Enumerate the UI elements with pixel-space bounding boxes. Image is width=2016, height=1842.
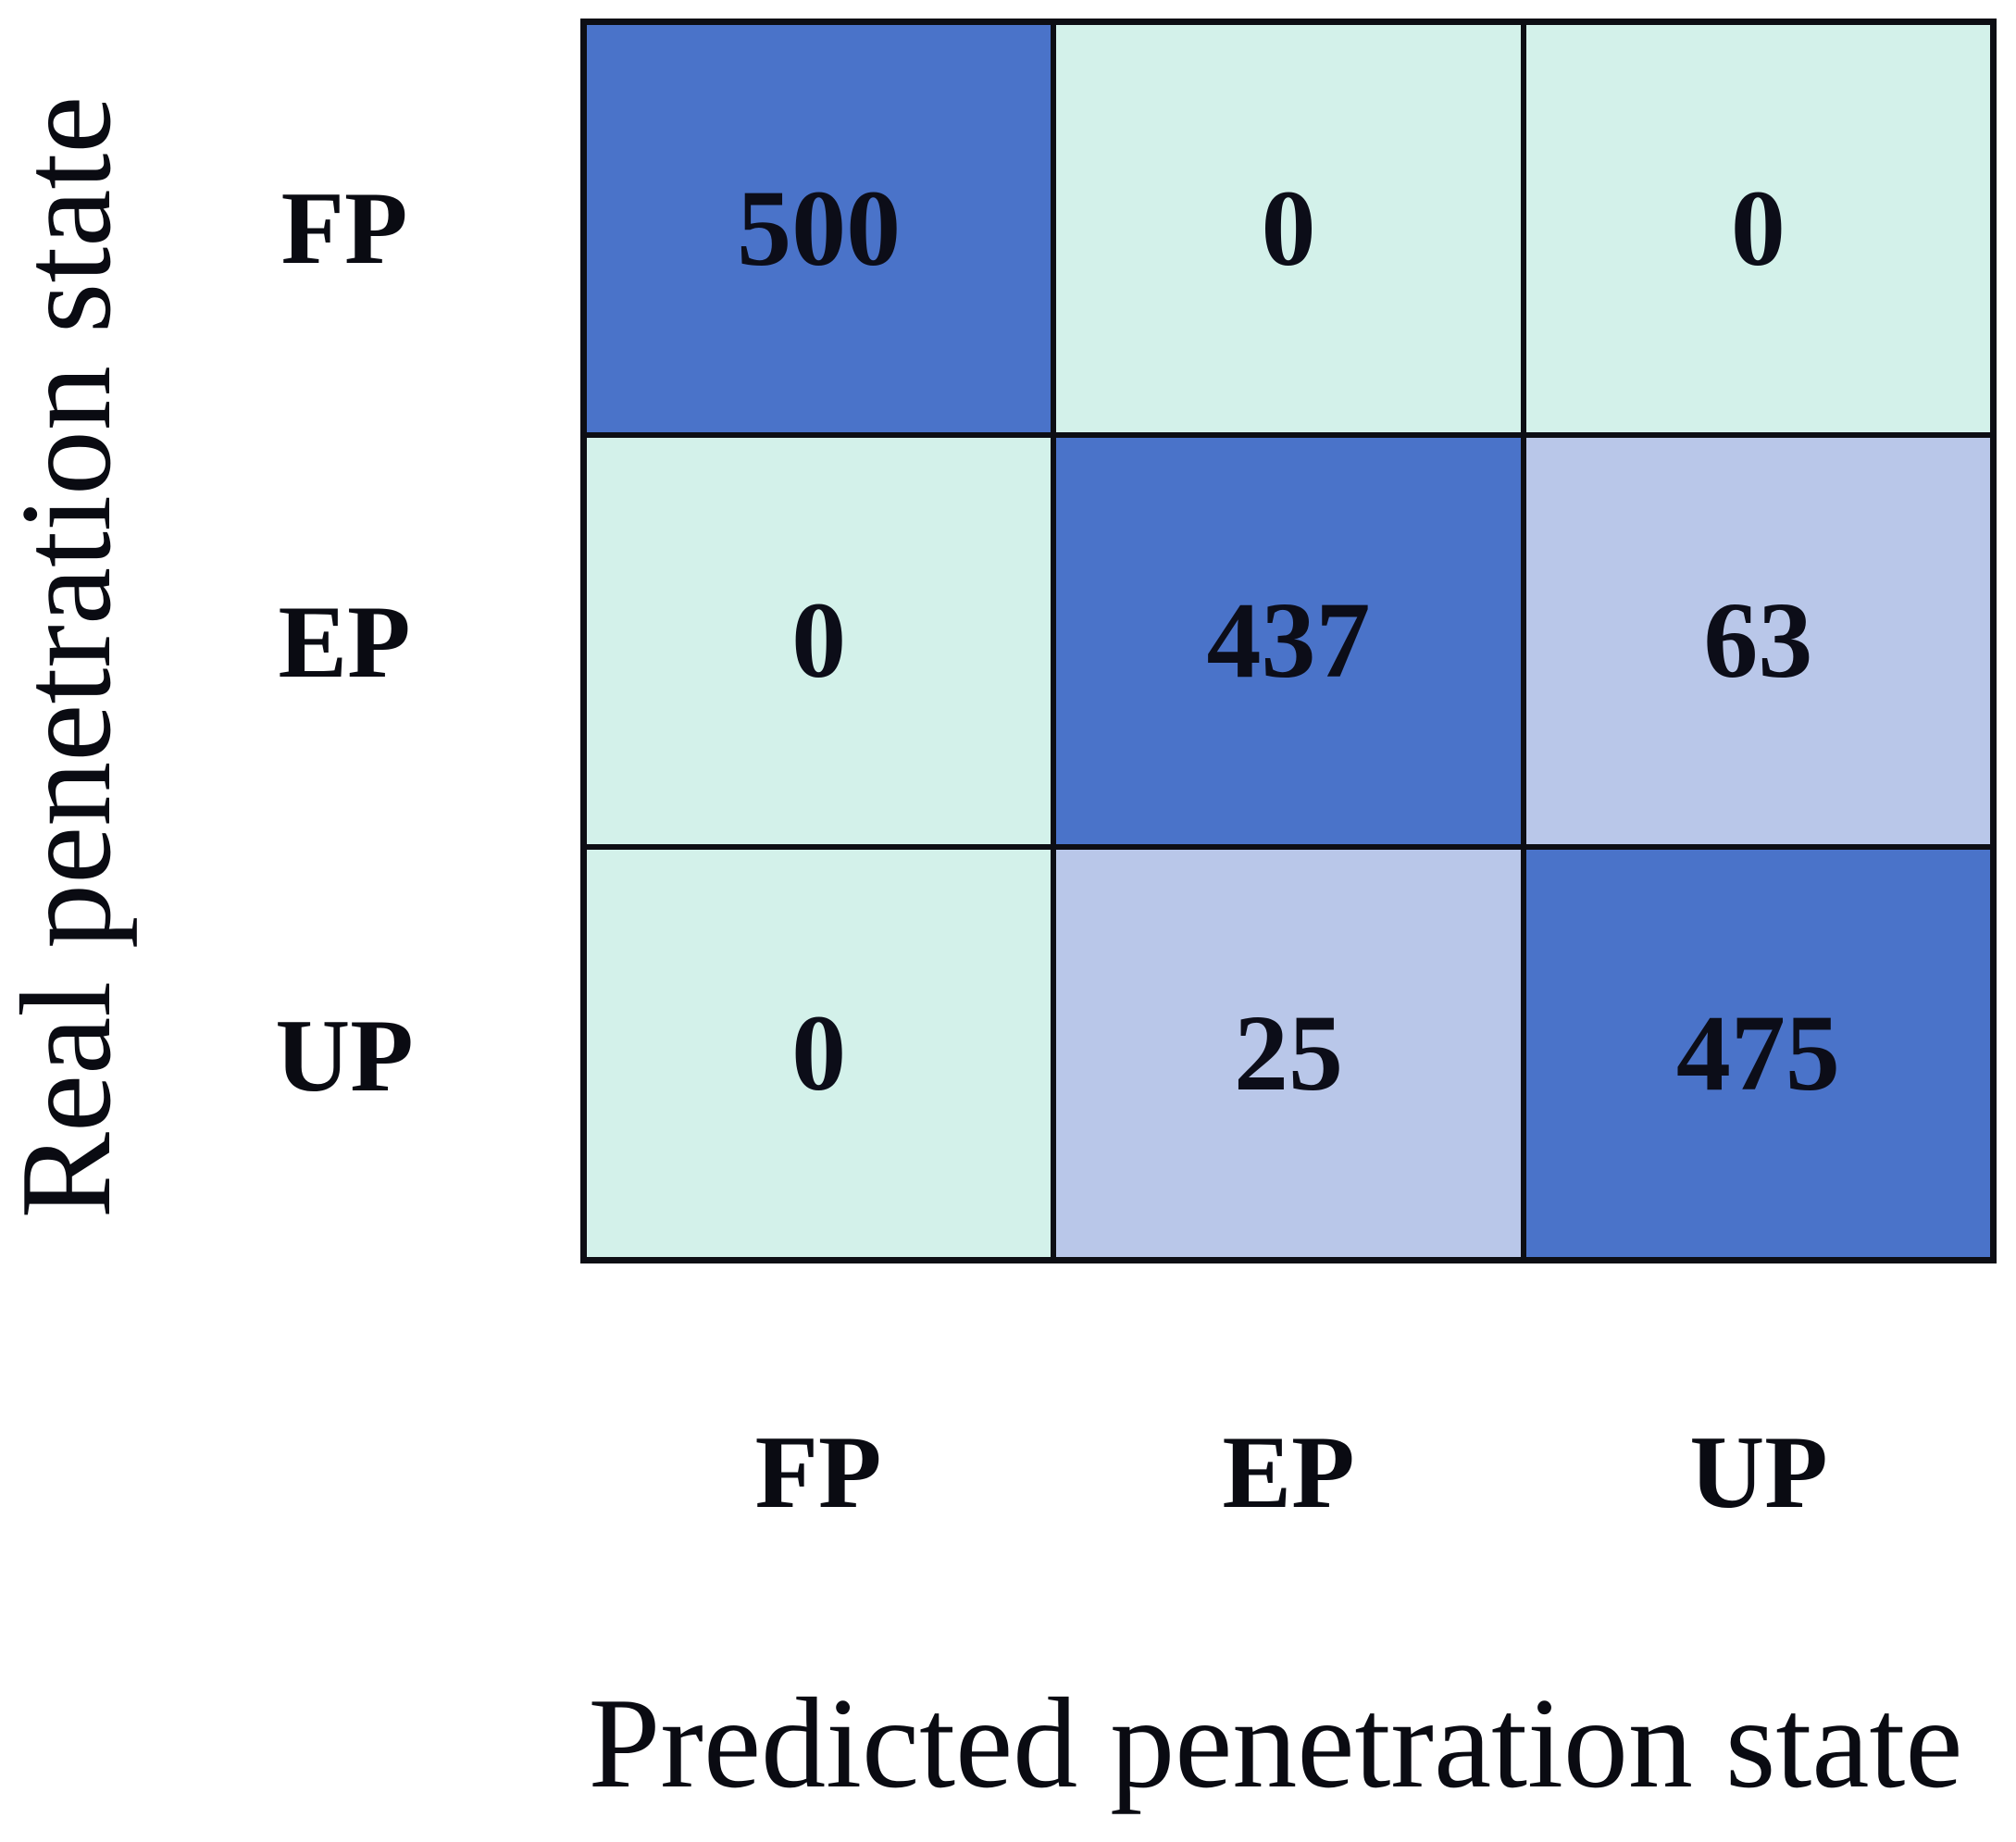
- matrix-cell-r1c0: 0: [587, 437, 1052, 845]
- column-label-ep: EP: [1222, 1415, 1355, 1530]
- matrix-cell-r2c1: 25: [1056, 850, 1521, 1257]
- x-axis-title: Predicted penetration state: [588, 1672, 1963, 1815]
- column-label-up: UP: [1689, 1415, 1828, 1530]
- matrix-cell-r1c1: 437: [1056, 437, 1521, 845]
- row-label-ep: EP: [278, 585, 411, 700]
- matrix-grid: 500 0 0 0 437 63 0 25 475: [580, 19, 1997, 1263]
- matrix-cell-r0c1: 0: [1056, 25, 1521, 432]
- matrix-cell-r2c0: 0: [587, 850, 1052, 1257]
- row-label-up: UP: [275, 999, 414, 1114]
- row-label-fp: FP: [280, 171, 408, 286]
- matrix-cell-r0c0: 500: [587, 25, 1052, 432]
- matrix-cell-r2c2: 475: [1525, 850, 1990, 1257]
- y-axis-title: Real penetration state: [0, 95, 138, 1219]
- column-label-fp: FP: [754, 1415, 882, 1530]
- matrix-cell-r1c2: 63: [1525, 437, 1990, 845]
- matrix-cell-r0c2: 0: [1525, 25, 1990, 432]
